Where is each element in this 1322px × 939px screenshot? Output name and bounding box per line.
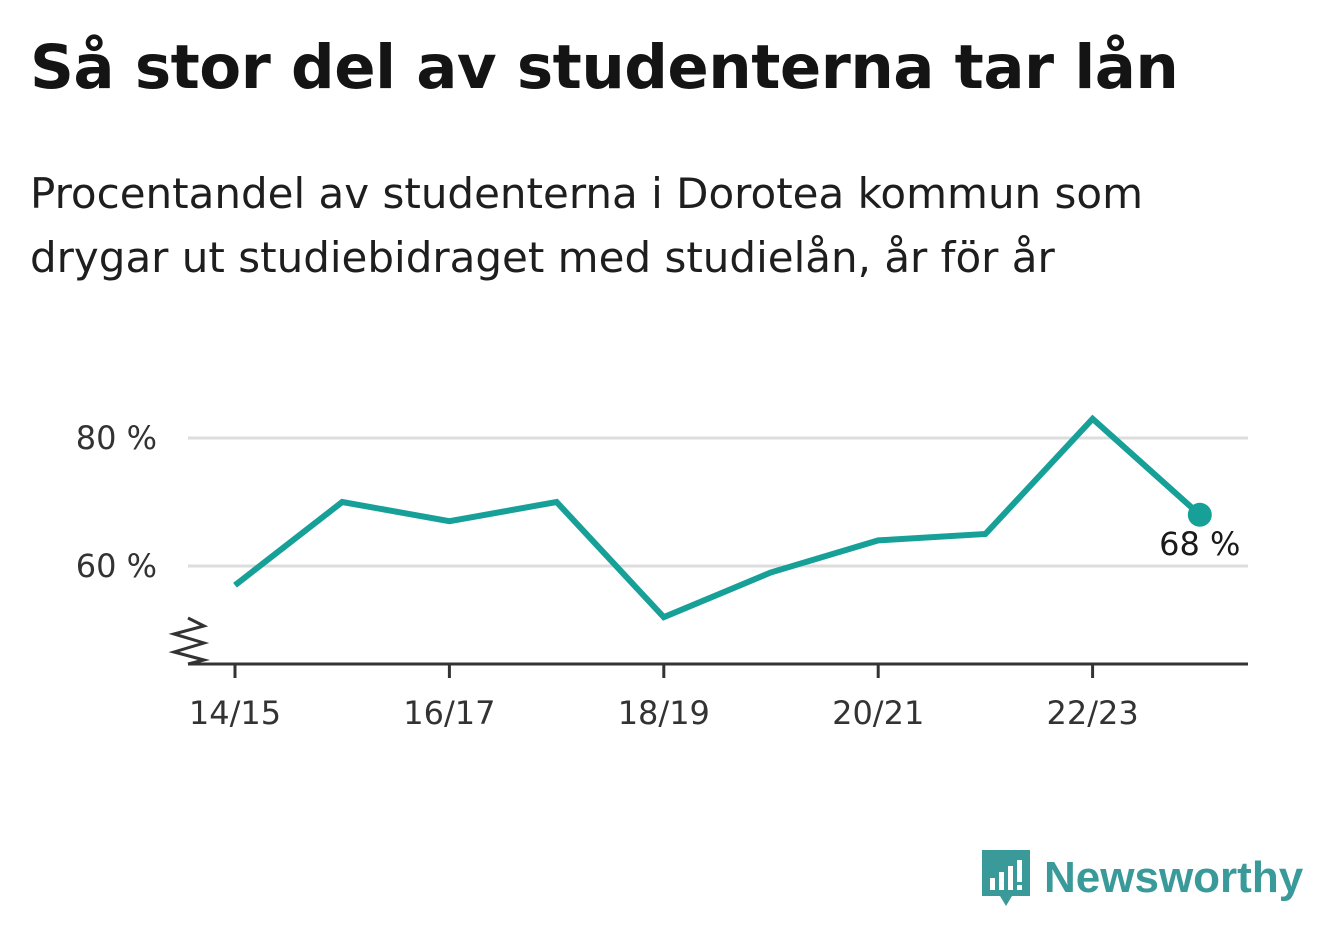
subtitle-line-1: Procentandel av studenterna i Dorotea ko… bbox=[30, 169, 1144, 218]
x-tick-label: 18/19 bbox=[618, 694, 710, 732]
x-tick-label: 14/15 bbox=[189, 694, 281, 732]
x-tick-label: 16/17 bbox=[403, 694, 495, 732]
axis-break-icon bbox=[168, 616, 210, 666]
last-point-label: 68 % bbox=[1159, 525, 1240, 563]
chart-subtitle: Procentandel av studenterna i Dorotea ko… bbox=[30, 162, 1270, 290]
y-tick-label: 60 % bbox=[76, 547, 157, 585]
brand-name: Newsworthy bbox=[1044, 853, 1304, 902]
bar-chart-speech-bubble-icon bbox=[982, 850, 1030, 906]
x-tick-label: 20/21 bbox=[832, 694, 924, 732]
brand-logo: Newsworthy bbox=[980, 848, 1303, 908]
line-chart: 60 % 80 % 14/15 16/17 18/19 20/21 22/23 68 % bbox=[76, 414, 1248, 732]
last-data-point bbox=[1187, 502, 1212, 527]
subtitle-line-2: drygar ut studiebidraget med studielån, … bbox=[30, 233, 1055, 282]
chart-title: Så stor del av studenterna tar lån bbox=[30, 32, 1179, 103]
series-line bbox=[233, 414, 1202, 621]
y-tick-label: 80 % bbox=[76, 419, 157, 457]
x-tick-label: 22/23 bbox=[1046, 694, 1138, 732]
